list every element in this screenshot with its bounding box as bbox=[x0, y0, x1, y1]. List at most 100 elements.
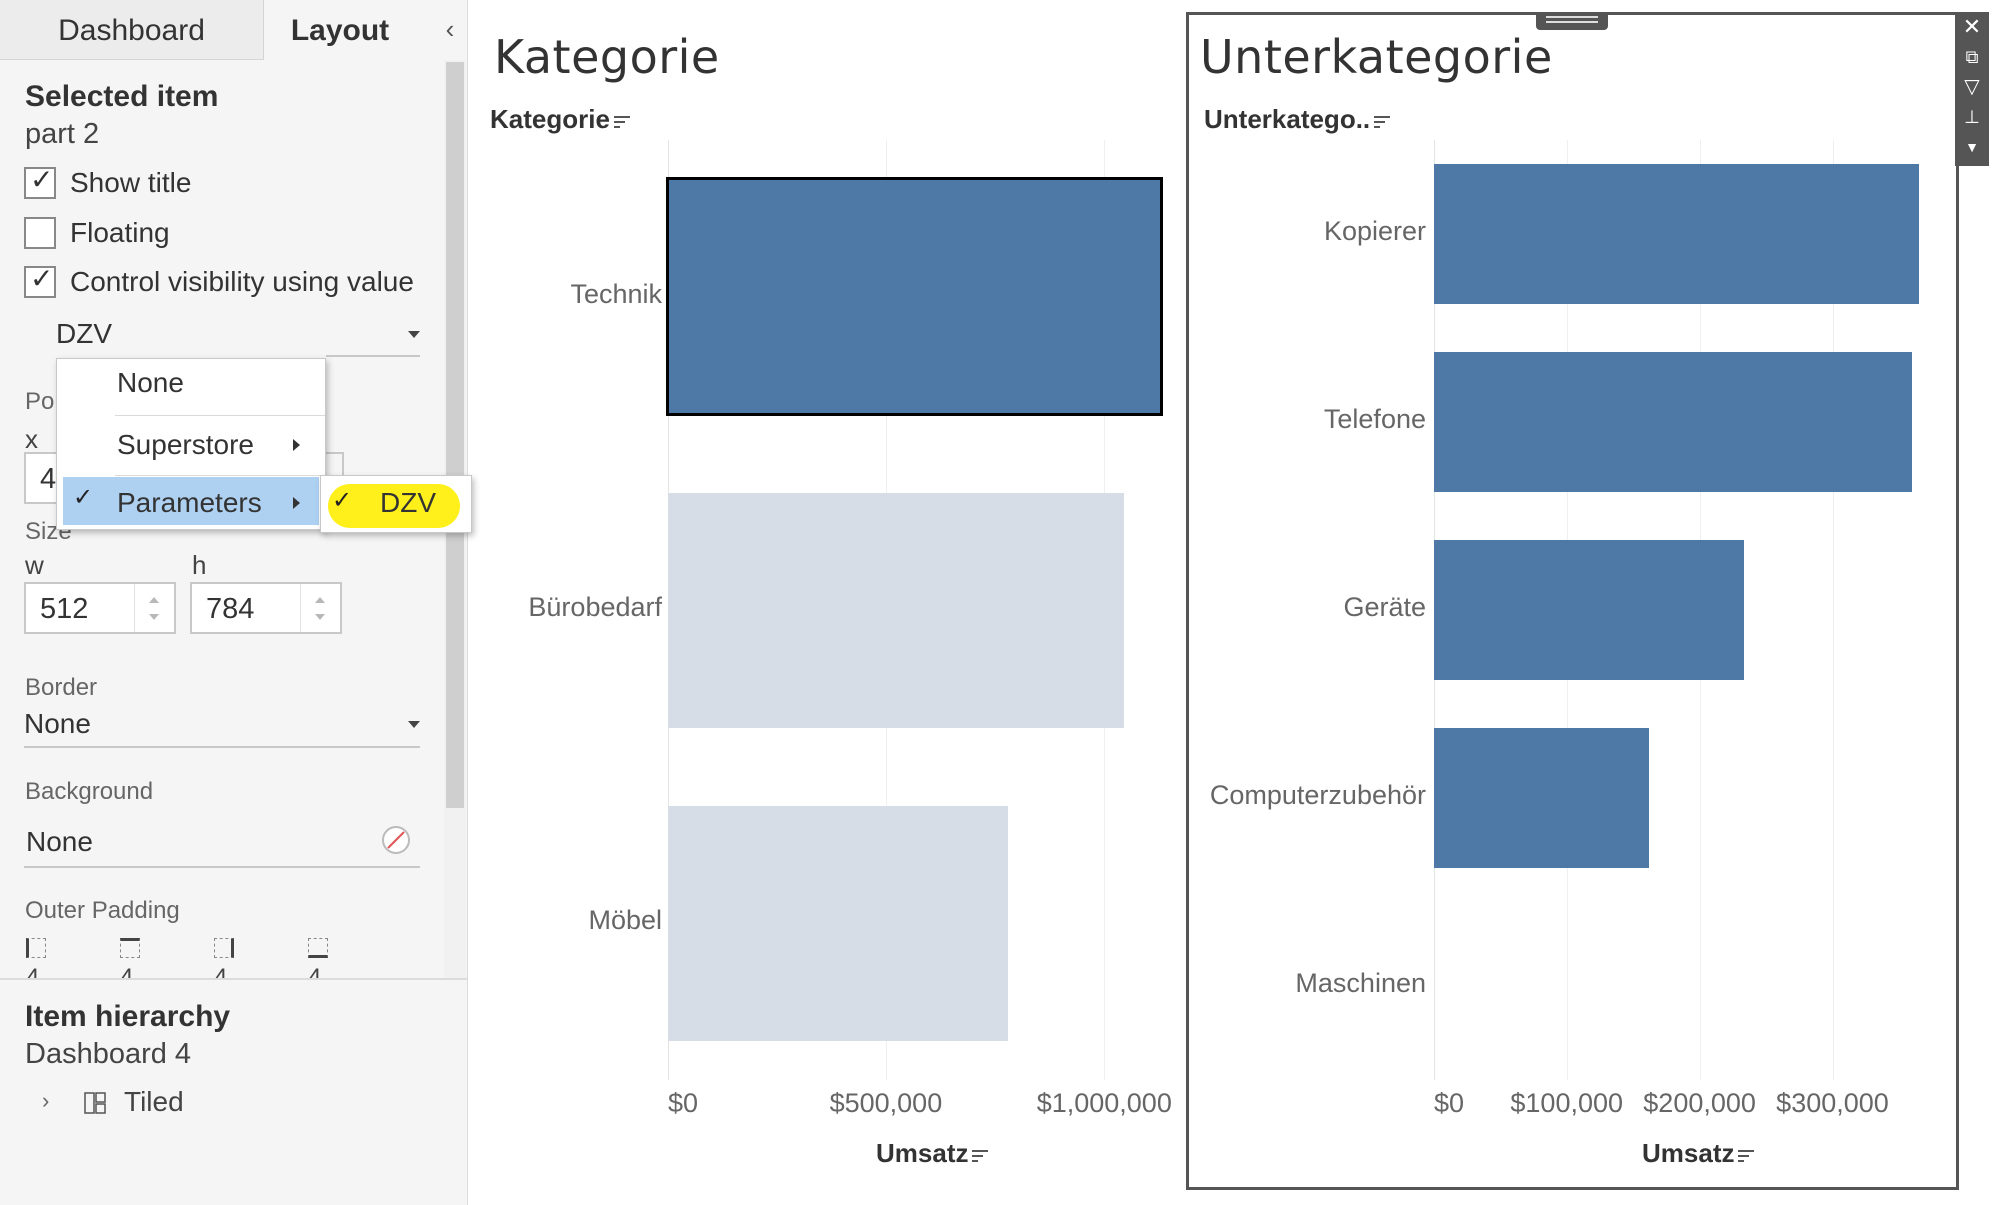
padding-bottom-icon[interactable] bbox=[308, 938, 328, 958]
go-to-sheet-icon[interactable]: ⧉ bbox=[1965, 47, 1979, 67]
menu-item-parameters[interactable]: Parameters bbox=[117, 487, 262, 518]
chevron-down-icon[interactable] bbox=[149, 614, 159, 620]
show-title-checkbox[interactable]: ✓ Show title bbox=[24, 164, 384, 203]
sort-icon[interactable] bbox=[1738, 1148, 1755, 1162]
visibility-value-menu: None Superstore ✓ Parameters bbox=[56, 358, 326, 530]
width-value: 512 bbox=[40, 593, 89, 625]
outer-padding-controls: 4 4 4 4 bbox=[24, 936, 424, 978]
unterkategorie-value-axis: $0 $100,000 $200,000 $300,000 bbox=[1380, 1088, 1960, 1128]
unterkategorie-field-text: Unterkatego.. bbox=[1204, 104, 1371, 134]
checkbox[interactable] bbox=[24, 217, 56, 249]
bar-technik[interactable] bbox=[666, 177, 1163, 417]
category-label[interactable]: Bürobedarf bbox=[528, 592, 662, 622]
dropdown-underline bbox=[326, 355, 420, 357]
zone-toolbar: ✕ ⧉ ▽ ⊥ ▼ bbox=[1955, 12, 1989, 166]
background-underline bbox=[24, 866, 420, 868]
layout-panel: Dashboard Layout ‹ Selected item part 2 … bbox=[0, 0, 468, 1205]
position-label: Po bbox=[25, 388, 55, 415]
control-visibility-label: Control visibility using value bbox=[70, 266, 414, 297]
kategorie-axis-title[interactable]: Umsatz bbox=[876, 1138, 989, 1169]
dropdown-caret-icon bbox=[408, 331, 420, 338]
visibility-value: DZV bbox=[56, 318, 112, 349]
unterkategorie-field-label[interactable]: Unterkatego.. bbox=[1204, 104, 1391, 135]
stepper-arrows[interactable] bbox=[134, 584, 174, 632]
submenu-arrow-icon bbox=[293, 439, 300, 451]
gridline bbox=[1832, 140, 1834, 1080]
menu-item-none[interactable]: None bbox=[117, 367, 184, 398]
more-options-icon[interactable]: ▼ bbox=[1965, 139, 1979, 155]
submenu-arrow-icon bbox=[293, 497, 300, 509]
x-label: x bbox=[25, 424, 38, 454]
close-icon[interactable]: ✕ bbox=[1962, 14, 1982, 39]
bar-kopierer[interactable] bbox=[1434, 163, 1920, 305]
hierarchy-item-tiled[interactable]: › Tiled bbox=[40, 1086, 260, 1124]
bar-bürobedarf[interactable] bbox=[668, 492, 1124, 728]
border-dropdown[interactable]: None bbox=[24, 706, 420, 750]
kategorie-field-label[interactable]: Kategorie bbox=[490, 104, 630, 135]
border-label: Border bbox=[25, 674, 98, 701]
padding-bottom-value[interactable]: 4 bbox=[308, 964, 322, 978]
tab-dashboard[interactable]: Dashboard bbox=[0, 0, 264, 60]
menu-item-superstore[interactable]: Superstore bbox=[117, 429, 254, 460]
control-visibility-checkbox[interactable]: ✓ Control visibility using value bbox=[24, 263, 424, 302]
sort-icon[interactable] bbox=[972, 1148, 989, 1162]
padding-left-value[interactable]: 4 bbox=[26, 964, 40, 978]
padding-top-value[interactable]: 4 bbox=[120, 964, 134, 978]
menu-separator bbox=[115, 475, 325, 476]
chevron-right-icon[interactable]: › bbox=[42, 1088, 50, 1113]
chevron-up-icon[interactable] bbox=[149, 597, 159, 603]
background-dropdown[interactable]: None bbox=[24, 824, 420, 868]
category-label[interactable]: Möbel bbox=[588, 905, 662, 936]
show-title-label: Show title bbox=[70, 167, 192, 198]
category-label[interactable]: Technik bbox=[570, 278, 662, 309]
tab-layout[interactable]: Layout bbox=[264, 0, 416, 60]
background-value: None bbox=[26, 826, 93, 857]
kategorie-title: Kategorie bbox=[494, 30, 720, 84]
width-stepper[interactable]: 512 bbox=[24, 582, 176, 634]
tick-label: $300,000 bbox=[1776, 1088, 1889, 1118]
category-label[interactable]: Telefone bbox=[1323, 404, 1426, 434]
padding-top-icon[interactable] bbox=[120, 938, 140, 958]
border-value: None bbox=[24, 708, 91, 739]
bar-geräte[interactable] bbox=[1434, 539, 1744, 681]
unterkategorie-axis-title[interactable]: Umsatz bbox=[1642, 1138, 1755, 1169]
height-stepper[interactable]: 784 bbox=[190, 582, 342, 634]
category-label[interactable]: Kopierer bbox=[1323, 216, 1426, 246]
visibility-value-dropdown[interactable]: DZV bbox=[54, 314, 422, 358]
filter-icon[interactable]: ▽ bbox=[1964, 76, 1980, 98]
stepper-arrows[interactable] bbox=[300, 584, 340, 632]
unterkategorie-axis-title-text: Umsatz bbox=[1642, 1138, 1735, 1168]
padding-right-value[interactable]: 4 bbox=[214, 964, 228, 978]
chevron-left-icon[interactable]: ‹ bbox=[445, 14, 455, 44]
kategorie-plot bbox=[666, 140, 1174, 1080]
tick-label: $100,000 bbox=[1510, 1088, 1624, 1118]
dropdown-caret-icon bbox=[408, 721, 420, 728]
kategorie-axis-title-text: Umsatz bbox=[876, 1138, 969, 1168]
panel-scrollbar-thumb[interactable] bbox=[446, 62, 464, 808]
floating-checkbox[interactable]: Floating bbox=[24, 217, 384, 253]
padding-left-icon[interactable] bbox=[26, 938, 46, 958]
hierarchy-root[interactable]: Dashboard 4 bbox=[25, 1038, 192, 1070]
kategorie-value-axis: $0 $500,000 $1,000,000 bbox=[560, 1088, 1200, 1128]
padding-right-icon[interactable] bbox=[214, 938, 234, 958]
chevron-up-icon[interactable] bbox=[315, 597, 325, 603]
pin-icon[interactable]: ⊥ bbox=[1964, 107, 1980, 127]
unterkategorie-category-axis: Kopierer Telefone Geräte Computerzubehör Mas… bbox=[1190, 140, 1426, 1080]
checkbox[interactable]: ✓ bbox=[24, 164, 56, 199]
drag-handle[interactable] bbox=[1536, 12, 1608, 30]
menu-separator bbox=[115, 415, 325, 416]
tick-label: $200,000 bbox=[1643, 1088, 1756, 1118]
bar-möbel[interactable] bbox=[668, 805, 1009, 1041]
submenu-item-dzv[interactable]: DZV bbox=[380, 487, 436, 518]
y-input[interactable] bbox=[324, 452, 344, 482]
sort-icon[interactable] bbox=[613, 114, 630, 128]
category-label[interactable]: Geräte bbox=[1343, 592, 1426, 622]
category-label[interactable]: Computerzubehör bbox=[1209, 780, 1426, 810]
category-label[interactable]: Maschinen bbox=[1295, 968, 1426, 998]
bar-computerzubehör[interactable] bbox=[1434, 727, 1650, 869]
chevron-down-icon[interactable] bbox=[315, 614, 325, 620]
bar-telefone[interactable] bbox=[1434, 351, 1913, 493]
sort-icon[interactable] bbox=[1374, 114, 1391, 128]
checkbox[interactable]: ✓ bbox=[24, 263, 56, 298]
no-color-icon[interactable] bbox=[380, 824, 412, 856]
